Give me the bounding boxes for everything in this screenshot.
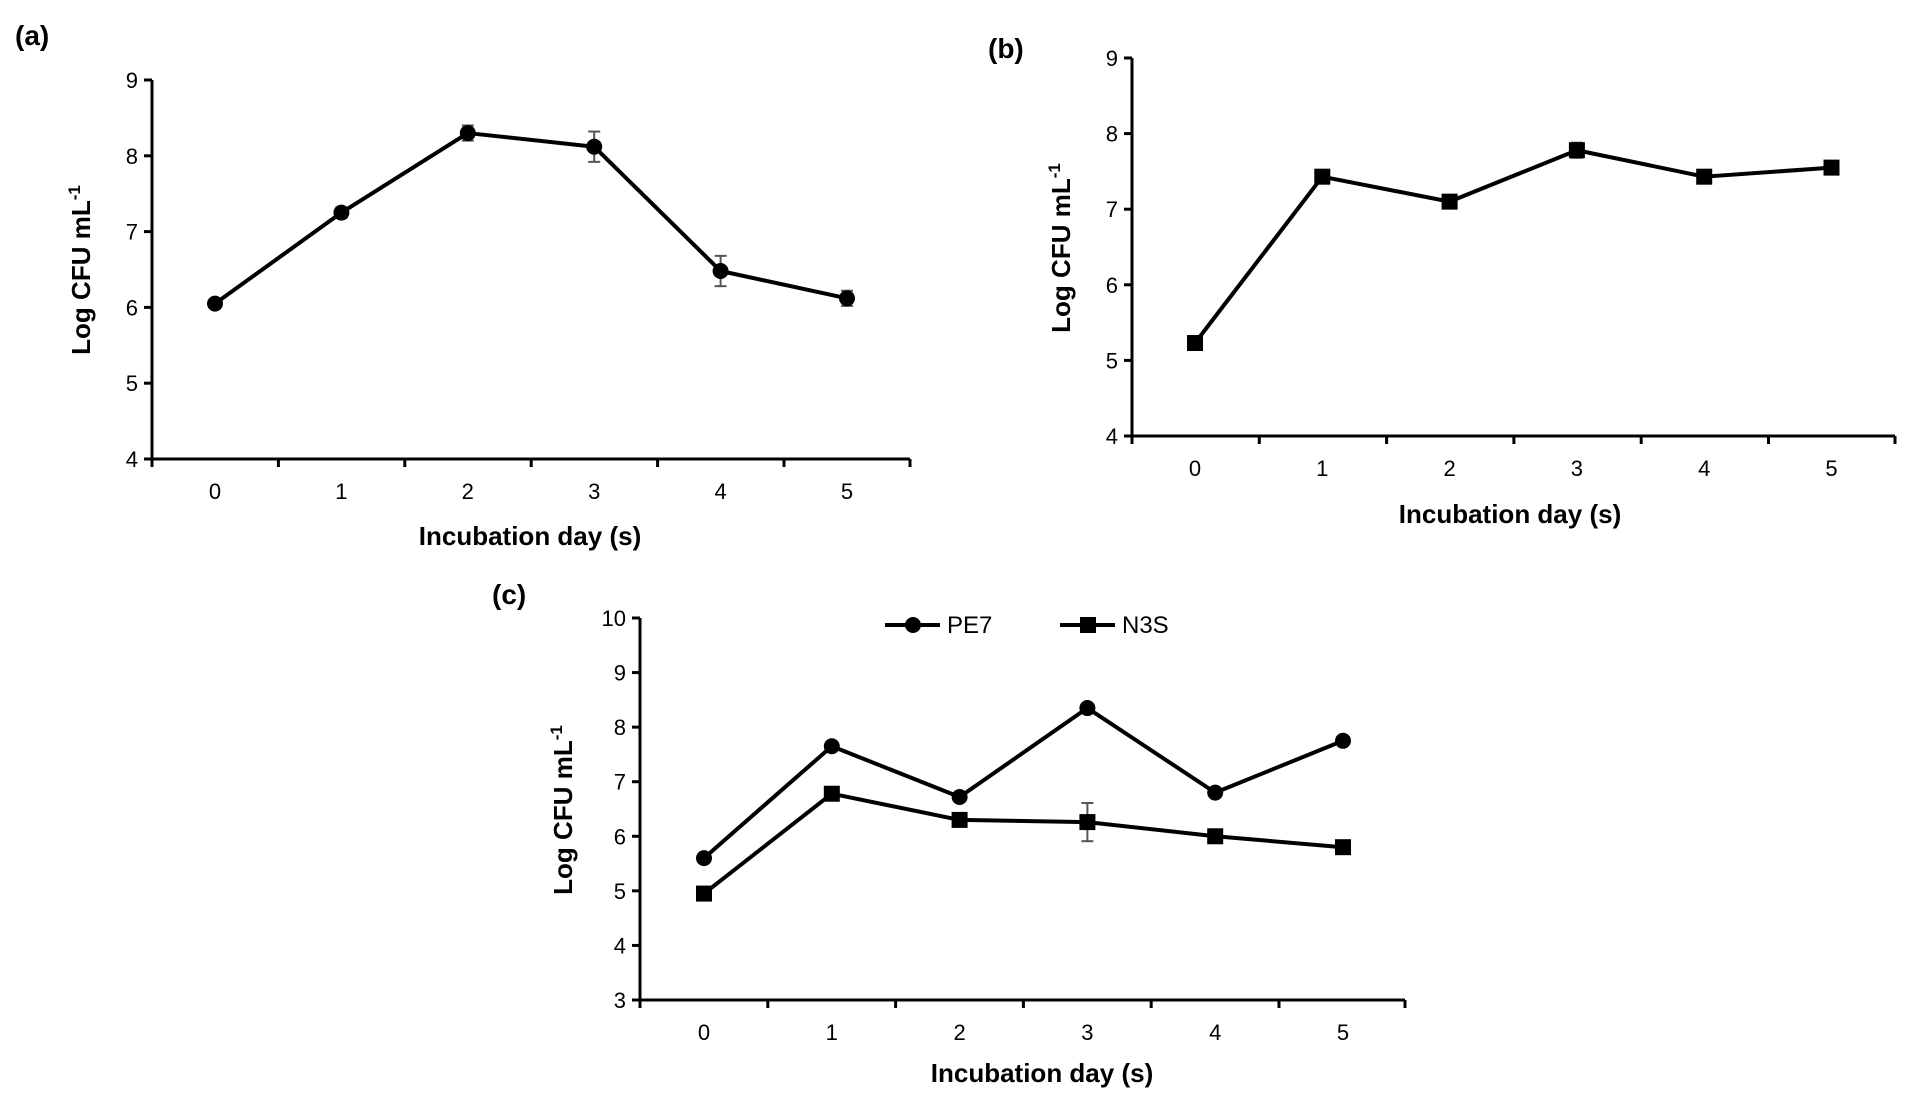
data-point	[1335, 839, 1351, 856]
series-line	[213, 131, 848, 306]
x-tick-label: 1	[335, 479, 347, 504]
y-tick-label: 7	[126, 220, 138, 245]
y-tick-label: 4	[126, 447, 138, 472]
data-point	[459, 125, 476, 142]
x-tick-label: 2	[1443, 456, 1455, 481]
x-tick-label: 0	[209, 479, 221, 504]
y-tick-label: 3	[614, 988, 626, 1013]
data-point	[1207, 828, 1224, 845]
data-point	[1823, 159, 1840, 176]
legend-label: PE7	[947, 612, 992, 639]
panel-label: (c)	[492, 579, 526, 610]
y-tick-label: 8	[126, 144, 138, 169]
x-tick-label: 0	[698, 1020, 710, 1045]
y-tick-label: 4	[1106, 424, 1118, 449]
x-tick-label: 1	[826, 1020, 838, 1045]
y-tick-label: 6	[1106, 273, 1118, 298]
data-point	[1187, 335, 1203, 352]
y-tick-label: 5	[614, 879, 626, 904]
x-tick-label: 3	[1081, 1020, 1093, 1045]
series-1	[1187, 141, 1840, 352]
data-point	[1441, 193, 1458, 210]
chart-panel-3: 3 4 5 6 7 8 9 10 0 1 2 3 4 5 Incubation day (s) Log CFU…	[492, 579, 1407, 1088]
y-tick-label: 8	[1106, 122, 1118, 147]
chart-panel-1: 4 5 6 7 8 9 0 1 2 3 4 5 Incubation day (s) Log CFU mL…	[15, 20, 912, 551]
data-point	[1335, 732, 1351, 749]
legend-label: N3S	[1122, 612, 1169, 639]
y-tick-label: 10	[602, 606, 626, 631]
series-1	[207, 124, 855, 312]
x-tick-label: 5	[1337, 1020, 1349, 1045]
series-line	[702, 706, 1344, 860]
y-tick-label: 7	[614, 770, 626, 795]
y-axis-title: Log CFU mL-1	[547, 725, 578, 895]
legend-marker	[905, 617, 921, 633]
x-axis-title: Incubation day (s)	[1399, 499, 1621, 529]
series-line	[702, 791, 1344, 896]
y-tick-label: 5	[126, 371, 138, 396]
y-tick-label: 6	[126, 295, 138, 320]
y-axis-title: Log CFU mL-1	[65, 185, 96, 355]
panel-label: (b)	[988, 33, 1024, 64]
data-point	[1568, 142, 1585, 159]
chart-panel-2: 4 5 6 7 8 9 0 1 2 3 4 5 Incubation day (s) Log CFU mL…	[988, 33, 1897, 529]
x-axis-title: Incubation day (s)	[419, 521, 641, 551]
x-tick-label: 0	[1189, 456, 1201, 481]
data-point	[1079, 814, 1096, 831]
y-axis-title-superscript: -1	[547, 725, 566, 740]
y-axis-title: Log CFU mL-1	[1045, 163, 1076, 333]
data-point	[207, 295, 223, 312]
legend-marker	[1080, 617, 1096, 633]
y-tick-label: 6	[614, 824, 626, 849]
data-point	[696, 885, 712, 902]
x-tick-label: 5	[841, 479, 853, 504]
x-axis-title: Incubation day (s)	[931, 1058, 1153, 1088]
data-point	[712, 263, 729, 280]
y-tick-label: 7	[1106, 197, 1118, 222]
x-tick-label: 2	[462, 479, 474, 504]
series-line	[1193, 148, 1832, 345]
x-tick-label: 4	[1209, 1020, 1221, 1045]
panel-label: (a)	[15, 20, 49, 51]
x-tick-label: 4	[1698, 456, 1710, 481]
y-tick-label: 9	[614, 661, 626, 686]
x-tick-label: 4	[714, 479, 726, 504]
data-point	[951, 788, 968, 805]
y-tick-label: 8	[614, 715, 626, 740]
data-point	[823, 785, 840, 802]
data-point	[1079, 700, 1096, 717]
x-tick-label: 3	[588, 479, 600, 504]
x-tick-label: 2	[953, 1020, 965, 1045]
y-tick-label: 9	[126, 68, 138, 93]
data-point	[696, 850, 712, 867]
y-axis-title-superscript: -1	[1045, 163, 1064, 178]
data-point	[839, 290, 855, 307]
data-point	[951, 811, 968, 828]
data-point	[823, 738, 840, 755]
y-tick-label: 9	[1106, 46, 1118, 71]
x-tick-label: 5	[1825, 456, 1837, 481]
y-axis-title-superscript: -1	[65, 185, 84, 200]
y-tick-label: 4	[614, 933, 626, 958]
series-N3S	[696, 785, 1351, 902]
data-point	[1207, 784, 1224, 801]
data-point	[333, 204, 350, 221]
data-point	[586, 138, 603, 155]
data-point	[1314, 168, 1331, 185]
y-tick-label: 5	[1106, 348, 1118, 373]
x-tick-label: 3	[1571, 456, 1583, 481]
legend: PE7 N3S	[885, 612, 1169, 639]
series-PE7	[696, 700, 1351, 867]
x-tick-label: 1	[1316, 456, 1328, 481]
data-point	[1696, 168, 1713, 185]
